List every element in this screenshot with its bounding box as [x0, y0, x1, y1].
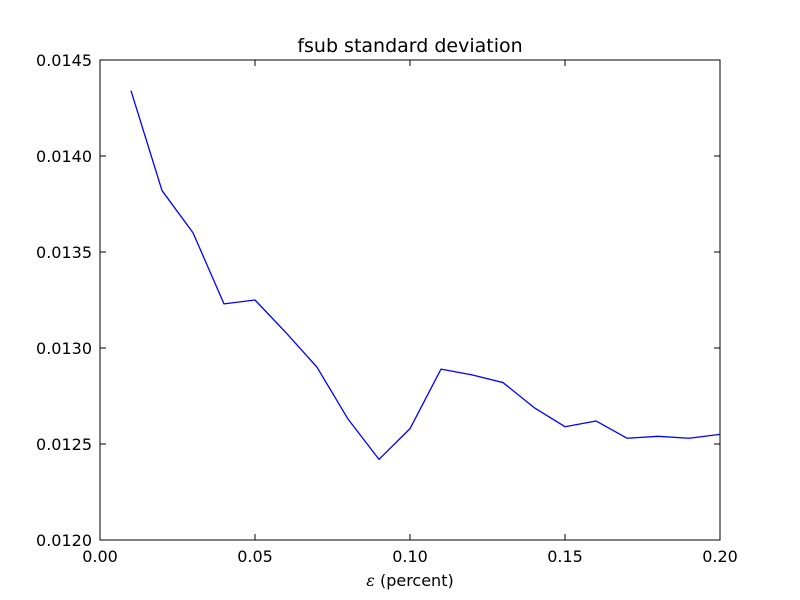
- y-tick-label: 0.0140: [36, 147, 92, 166]
- y-tick-label: 0.0130: [36, 339, 92, 358]
- plot-frame: [99, 59, 721, 541]
- series-layer: [130, 90, 721, 461]
- x-tick-label: 0.05: [237, 547, 273, 566]
- x-axis-label-symbol: ε: [366, 571, 375, 590]
- x-axis-label-text: (percent): [375, 571, 454, 590]
- x-tick-label: 0.15: [547, 547, 583, 566]
- series-line: [130, 90, 721, 461]
- x-tick-label: 0.20: [702, 547, 738, 566]
- y-tick-label: 0.0120: [36, 531, 92, 550]
- y-tick-label: 0.0145: [36, 51, 92, 70]
- y-tick-label: 0.0135: [36, 243, 92, 262]
- chart-title: fsub standard deviation: [297, 35, 522, 57]
- y-tick-label: 0.0125: [36, 435, 92, 454]
- x-axis-label: ε (percent): [366, 571, 453, 590]
- y-axis: 0.0120 0.0125 0.0130 0.0135 0.0140 0.0145: [36, 51, 720, 550]
- x-axis: 0.00 0.05 0.10 0.15 0.20: [82, 60, 738, 566]
- x-tick-label: 0.10: [392, 547, 428, 566]
- x-tick-label: 0.00: [82, 547, 118, 566]
